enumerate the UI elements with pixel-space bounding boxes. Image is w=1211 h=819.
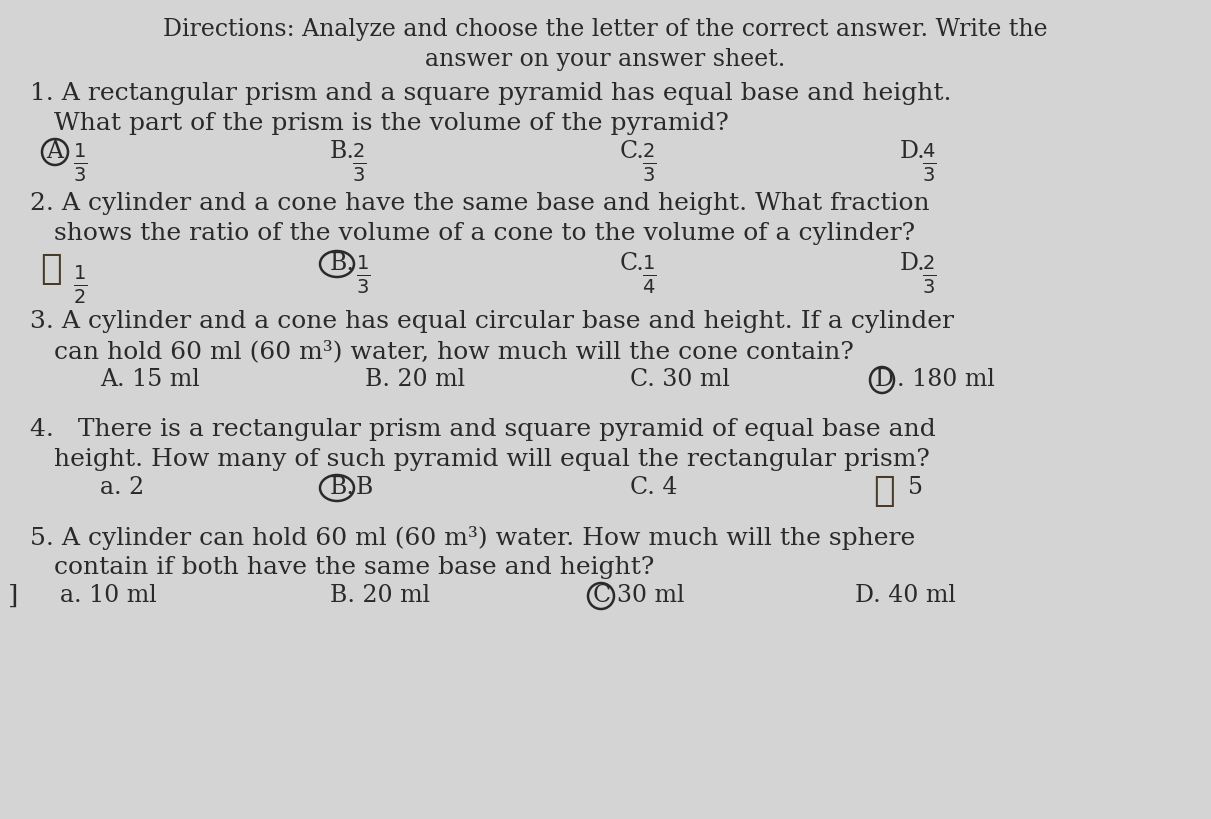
Text: $\frac{1}{2}$: $\frac{1}{2}$ (73, 264, 87, 306)
Text: C. 30 ml: C. 30 ml (630, 369, 730, 391)
Text: $\frac{2}{3}$: $\frac{2}{3}$ (922, 254, 936, 296)
Text: B.: B. (331, 252, 355, 275)
Text: A: A (46, 141, 63, 164)
Text: B: B (356, 477, 373, 500)
Text: C. 4: C. 4 (630, 477, 677, 500)
Text: . 180 ml: . 180 ml (897, 369, 995, 391)
Text: $\frac{1}{3}$: $\frac{1}{3}$ (73, 142, 87, 184)
Text: C.: C. (620, 141, 645, 164)
Text: 🐦: 🐦 (40, 252, 62, 286)
Text: 30 ml: 30 ml (616, 585, 684, 608)
Text: B. 20 ml: B. 20 ml (331, 585, 430, 608)
Text: What part of the prism is the volume of the pyramid?: What part of the prism is the volume of … (30, 112, 729, 135)
Text: C: C (593, 585, 612, 608)
Text: Directions: Analyze and choose the letter of the correct answer. Write the: Directions: Analyze and choose the lette… (162, 18, 1048, 41)
Text: a. 10 ml: a. 10 ml (61, 585, 156, 608)
Text: A. 15 ml: A. 15 ml (101, 369, 200, 391)
Text: 5. A cylinder can hold 60 ml (60 m³) water. How much will the sphere: 5. A cylinder can hold 60 ml (60 m³) wat… (30, 526, 916, 550)
Text: $\frac{1}{3}$: $\frac{1}{3}$ (356, 254, 371, 296)
Text: $\frac{1}{4}$: $\frac{1}{4}$ (642, 254, 656, 296)
Text: shows the ratio of the volume of a cone to the volume of a cylinder?: shows the ratio of the volume of a cone … (30, 222, 916, 245)
Text: B.: B. (331, 477, 355, 500)
Text: ]: ] (8, 583, 18, 609)
Text: $\frac{4}{3}$: $\frac{4}{3}$ (922, 142, 936, 184)
Text: a. 2: a. 2 (101, 477, 144, 500)
Text: $\frac{2}{3}$: $\frac{2}{3}$ (642, 142, 656, 184)
Text: C.: C. (620, 252, 645, 275)
Text: D. 40 ml: D. 40 ml (855, 585, 955, 608)
Text: 2. A cylinder and a cone have the same base and height. What fraction: 2. A cylinder and a cone have the same b… (30, 192, 930, 215)
Text: D.: D. (900, 252, 925, 275)
Text: B.: B. (331, 141, 355, 164)
Text: can hold 60 ml (60 m³) water, how much will the cone contain?: can hold 60 ml (60 m³) water, how much w… (30, 340, 854, 363)
Text: answer on your answer sheet.: answer on your answer sheet. (425, 48, 785, 71)
Text: B. 20 ml: B. 20 ml (365, 369, 465, 391)
Text: height. How many of such pyramid will equal the rectangular prism?: height. How many of such pyramid will eq… (30, 448, 930, 471)
Text: 5: 5 (908, 477, 923, 500)
Text: D.: D. (900, 141, 925, 164)
Text: contain if both have the same base and height?: contain if both have the same base and h… (30, 556, 654, 579)
Text: 1. A rectangular prism and a square pyramid has equal base and height.: 1. A rectangular prism and a square pyra… (30, 82, 952, 105)
Text: 🐦: 🐦 (873, 474, 895, 508)
Text: $\frac{2}{3}$: $\frac{2}{3}$ (352, 142, 367, 184)
Text: 4.   There is a rectangular prism and square pyramid of equal base and: 4. There is a rectangular prism and squa… (30, 418, 936, 441)
Text: D: D (876, 369, 894, 391)
Text: 3. A cylinder and a cone has equal circular base and height. If a cylinder: 3. A cylinder and a cone has equal circu… (30, 310, 954, 333)
